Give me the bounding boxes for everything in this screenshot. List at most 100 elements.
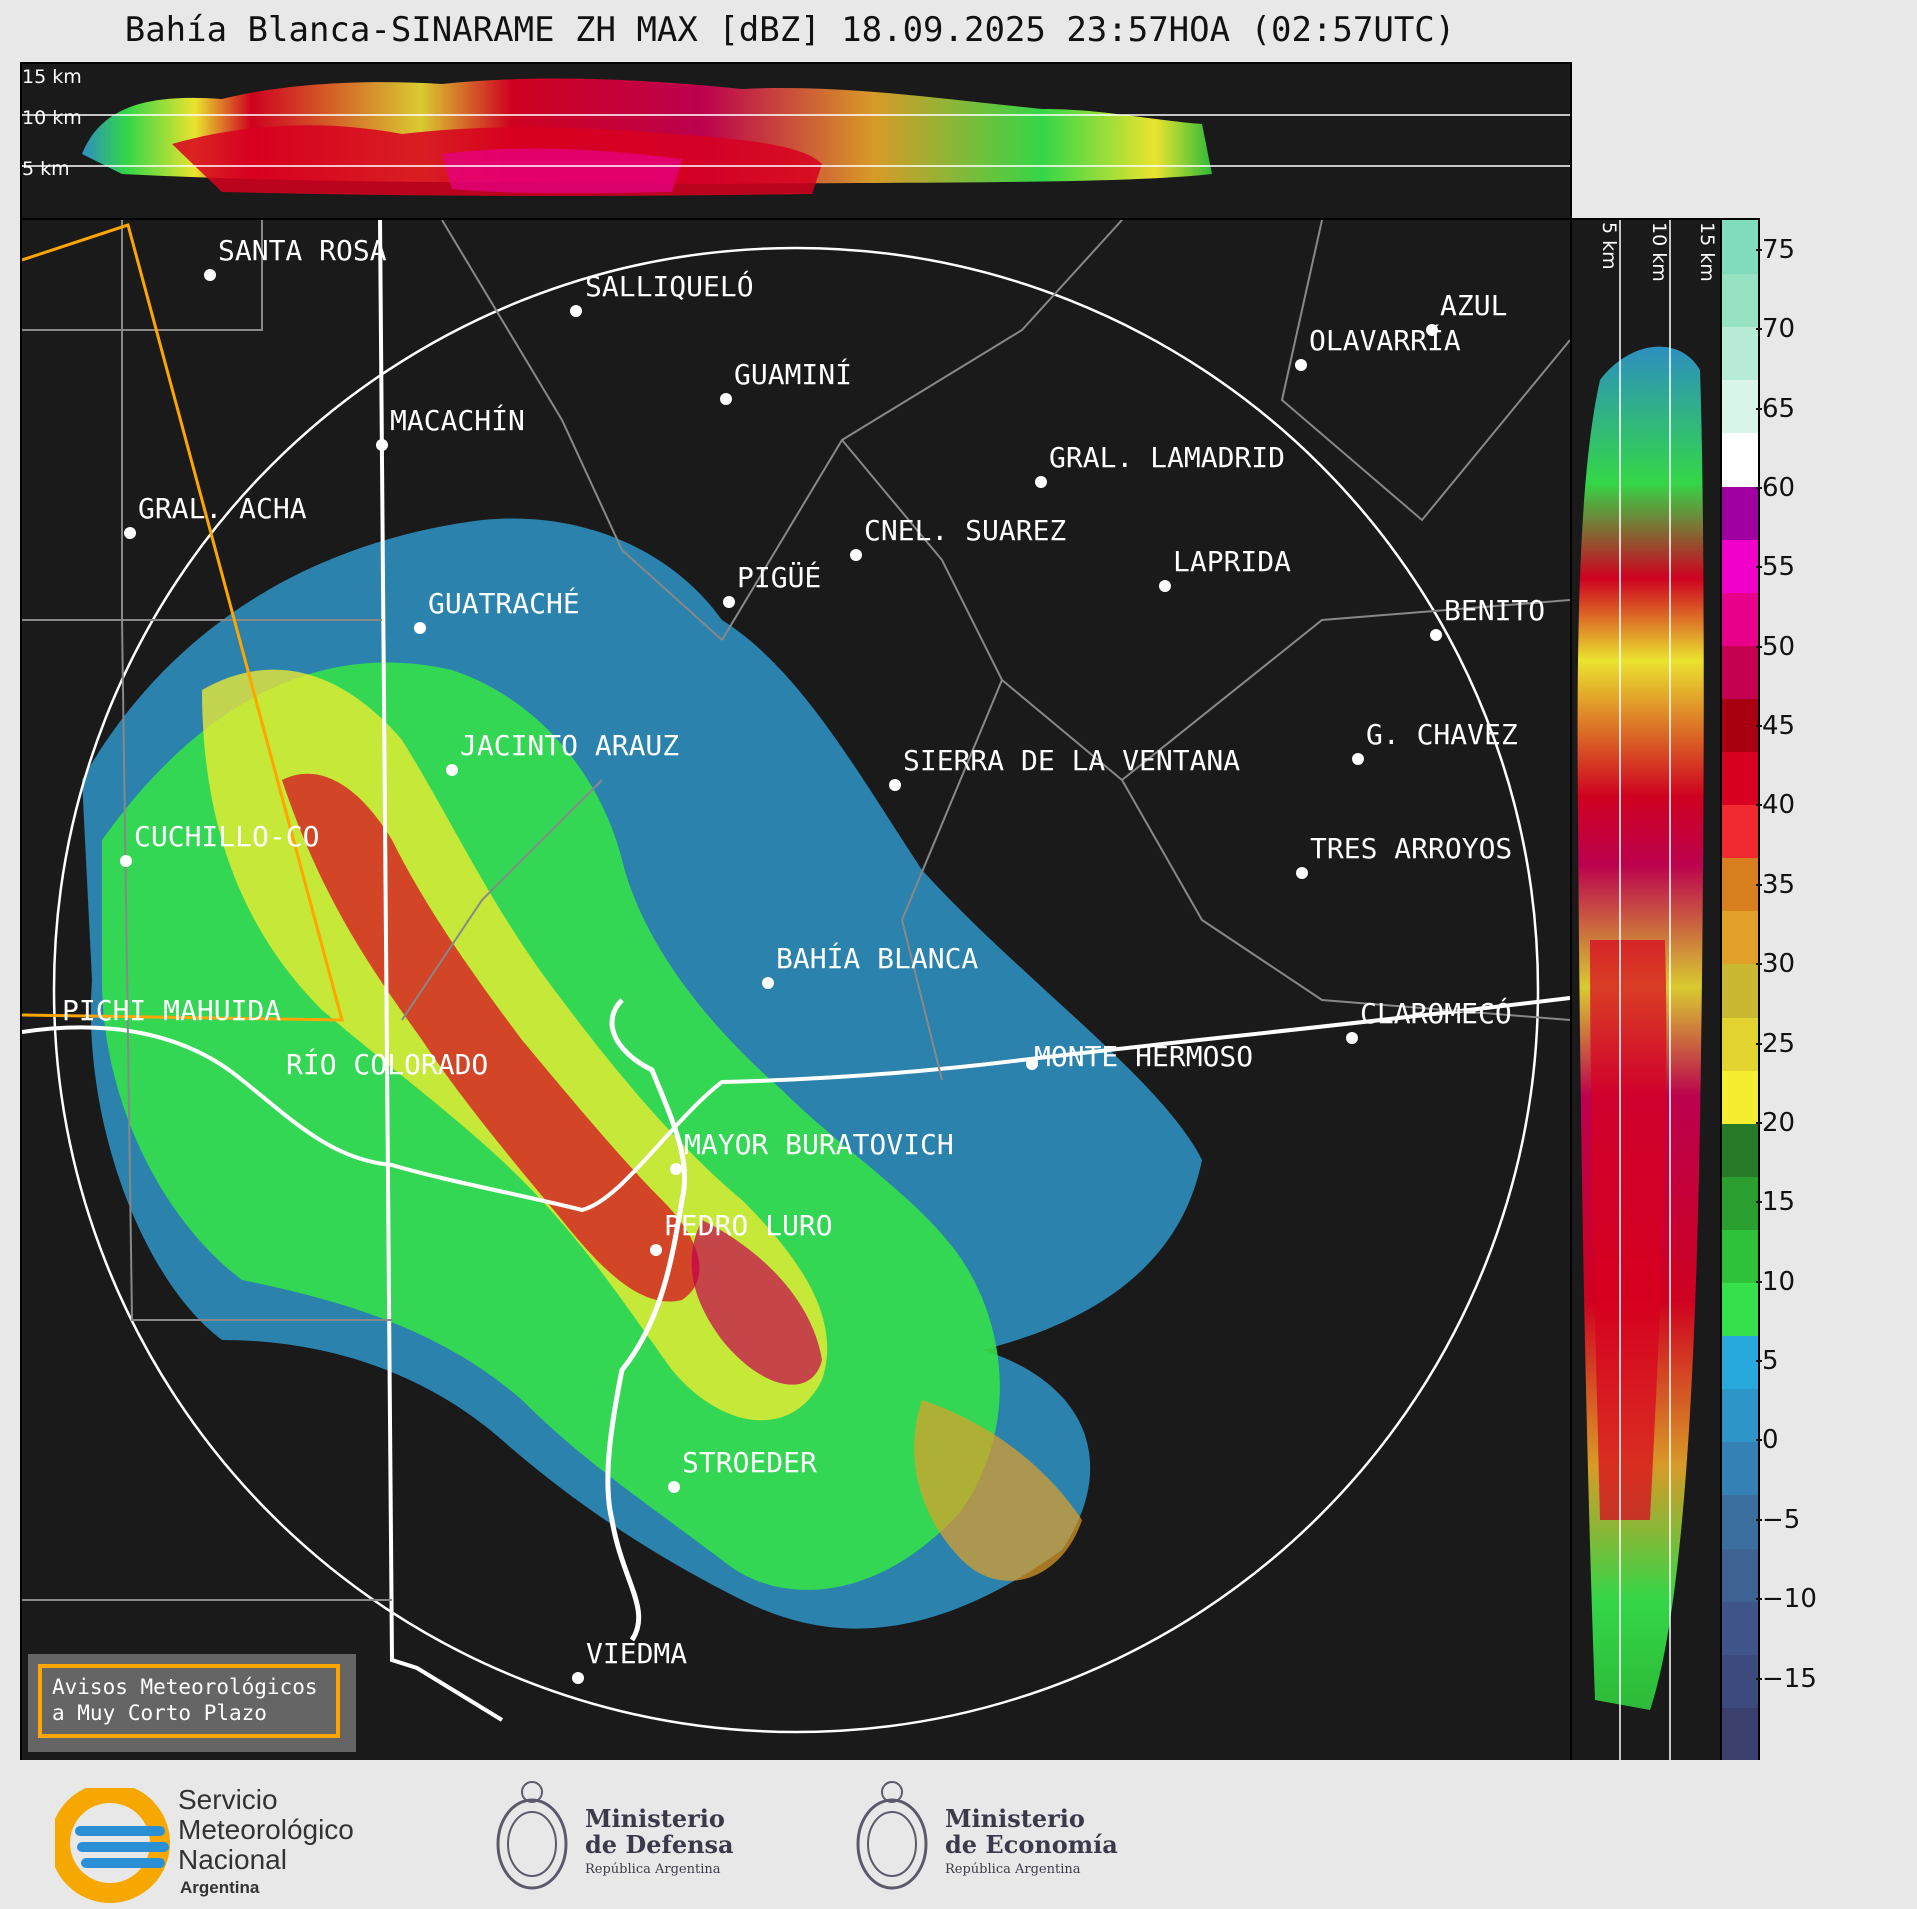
economia-line-2: de Economía (945, 1830, 1118, 1859)
city-label: CUCHILLO-CO (134, 820, 320, 853)
colorbar-segment (1722, 751, 1758, 806)
right-cross-section: 5 km 10 km 15 km (1568, 218, 1724, 1762)
colorbar-segment (1722, 1228, 1758, 1284)
colorbar-segment (1722, 273, 1758, 328)
city-label: CLAROMECÓ (1360, 997, 1512, 1030)
colorbar-segment (1722, 804, 1758, 859)
colorbar-segment (1722, 1122, 1758, 1177)
colorbar-tick-label: 55 (1762, 552, 1796, 583)
colorbar-tick-label: −15 (1762, 1663, 1817, 1694)
radar-map[interactable]: SANTA ROSA SALLIQUELÓ GUAMINÍ AZUL OLAVA… (20, 218, 1572, 1762)
city-dot (762, 977, 774, 989)
top-cross-section: 15 km 10 km 5 km (20, 62, 1572, 220)
colorbar (1720, 218, 1760, 1762)
colorbar-tick-mark (1756, 1439, 1762, 1442)
colorbar-tick-label: −5 (1762, 1504, 1801, 1535)
colorbar-tick-mark (1756, 1280, 1762, 1283)
city-label: GUAMINÍ (734, 358, 853, 391)
colorbar-segment (1722, 1706, 1758, 1760)
smn-line-2: Meteorológico (178, 1814, 354, 1845)
warning-line-1: Avisos Meteorológicos (52, 1675, 318, 1699)
city-label: MONTE HERMOSO (1034, 1040, 1254, 1073)
colorbar-segment (1722, 1441, 1758, 1496)
city-label: SIERRA DE LA VENTANA (903, 744, 1241, 777)
alt-label-5km: 5 km (22, 158, 70, 180)
city-dot (889, 779, 901, 791)
colorbar-tick-label: 65 (1762, 393, 1796, 424)
city-label: LAPRIDA (1173, 545, 1292, 578)
colorbar-segment (1722, 857, 1758, 912)
colorbar-segment (1722, 1494, 1758, 1549)
city-label: PIGÜÉ (737, 561, 822, 594)
city-label: G. CHAVEZ (1366, 718, 1518, 751)
warning-box[interactable]: Avisos Meteorológicos a Muy Corto Plazo (28, 1654, 356, 1752)
smn-line-3: Nacional (178, 1844, 287, 1875)
city-dot (650, 1244, 662, 1256)
colorbar-tick-label: 50 (1762, 631, 1796, 662)
city-dot (1026, 1058, 1038, 1070)
colorbar-segment (1722, 644, 1758, 699)
colorbar-segment (1722, 220, 1758, 275)
colorbar-segment (1722, 1282, 1758, 1337)
city-label: OLAVARRÍA (1309, 324, 1461, 357)
colorbar-tick-label: 35 (1762, 869, 1796, 900)
colorbar-tick-mark (1756, 725, 1762, 728)
colorbar-segment (1722, 1069, 1758, 1124)
alt-label-15km-right: 15 km (1696, 222, 1718, 282)
city-label: VIEDMA (586, 1637, 688, 1670)
economia-line-1: Ministerio (945, 1804, 1085, 1833)
colorbar-tick-mark (1756, 1042, 1762, 1045)
colorbar-tick-label: 40 (1762, 790, 1796, 821)
city-dot (572, 1672, 584, 1684)
colorbar-segment (1722, 538, 1758, 593)
defensa-line-3: República Argentina (585, 1862, 721, 1877)
city-label: PEDRO LURO (664, 1209, 833, 1242)
city-dot (1346, 1032, 1358, 1044)
city-label: MAYOR BURATOVICH (684, 1128, 954, 1161)
city-dot (1035, 476, 1047, 488)
city-label: TRES ARROYOS (1310, 832, 1513, 865)
city-dot (120, 855, 132, 867)
colorbar-segment (1722, 591, 1758, 646)
city-dot (720, 393, 732, 405)
colorbar-tick-mark (1756, 1201, 1762, 1204)
colorbar-tick-mark (1756, 1598, 1762, 1601)
warning-label[interactable]: Avisos Meteorológicos a Muy Corto Plazo (38, 1664, 340, 1738)
alt-label-10km: 10 km (22, 107, 82, 129)
city-dot (376, 439, 388, 451)
colorbar-tick-label: 10 (1762, 1266, 1796, 1297)
colorbar-segment (1722, 379, 1758, 434)
colorbar-tick-label: 5 (1762, 1346, 1779, 1377)
city-dot (570, 305, 582, 317)
colorbar-segment (1722, 1547, 1758, 1602)
colorbar-segment (1722, 910, 1758, 965)
smn-logo-icon (55, 1788, 170, 1903)
city-dot (446, 764, 458, 776)
city-label: GRAL. LAMADRID (1049, 441, 1286, 474)
footer: Servicio Meteorológico Nacional Argentin… (0, 1760, 1917, 1909)
city-label: STROEDER (682, 1446, 817, 1479)
colorbar-tick-mark (1756, 1121, 1762, 1124)
colorbar-tick-mark (1756, 486, 1762, 489)
colorbar-tick-mark (1756, 645, 1762, 648)
defensa-line-2: de Defensa (585, 1830, 734, 1859)
colorbar-tick-label: 45 (1762, 711, 1796, 742)
colorbar-tick-mark (1756, 1677, 1762, 1680)
smn-line-4: Argentina (180, 1878, 260, 1897)
colorbar-tick-label: 30 (1762, 949, 1796, 980)
city-label: JACINTO ARAUZ (460, 729, 680, 762)
alt-label-15km: 15 km (22, 66, 82, 88)
city-label: BENITO (1444, 594, 1546, 627)
economia-line-3: República Argentina (945, 1862, 1081, 1877)
defensa-line-1: Ministerio (585, 1804, 725, 1833)
city-dot (1352, 753, 1364, 765)
colorbar-tick-mark (1756, 883, 1762, 886)
colorbar-segment (1722, 1600, 1758, 1655)
colorbar-tick-label: 20 (1762, 1107, 1796, 1138)
colorbar-tick-mark (1756, 963, 1762, 966)
colorbar-tick-mark (1756, 1360, 1762, 1363)
colorbar-segment (1722, 326, 1758, 381)
city-label: SALLIQUELÓ (585, 270, 754, 303)
colorbar-segment (1722, 1653, 1758, 1708)
economia-shield-icon (856, 1781, 928, 1890)
